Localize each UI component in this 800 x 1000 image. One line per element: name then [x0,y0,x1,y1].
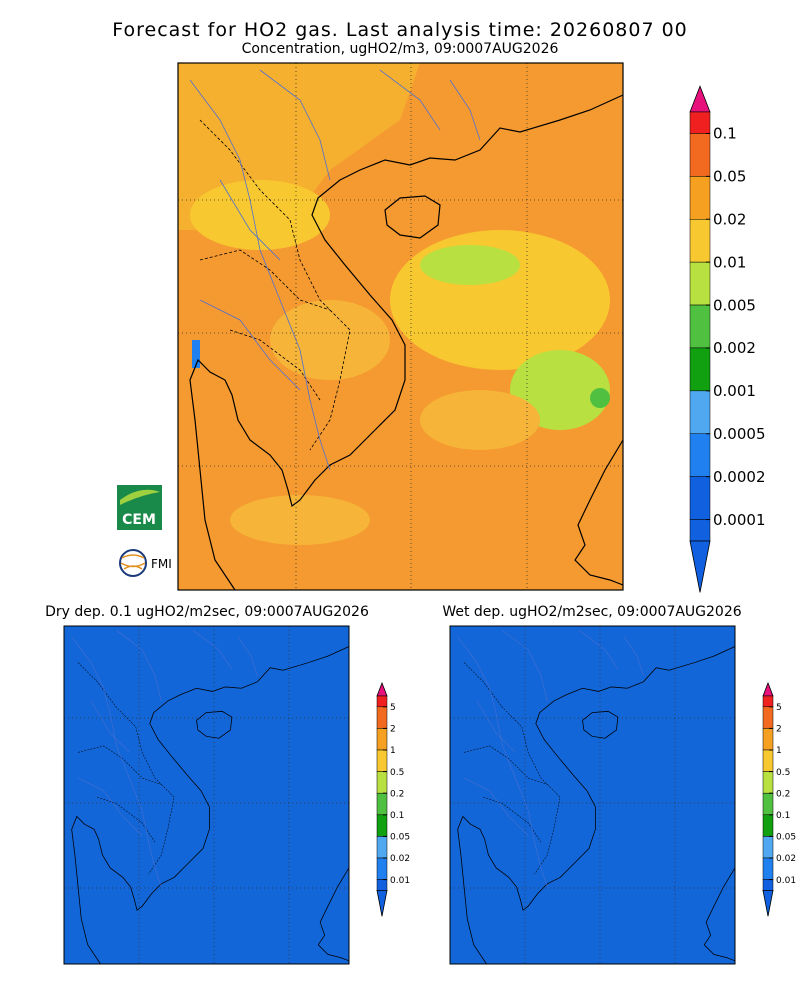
colorbar-segment [376,771,388,794]
colorbar-label: 0.5 [776,768,790,778]
cem-logo: CEM [117,485,162,530]
colorbar-segment [376,857,388,880]
colorbar-segment [376,728,388,751]
colorbar-segment [762,706,774,729]
colorbar-segment [376,749,388,772]
main-map [177,62,624,591]
colorbar-label: 0.1 [713,125,737,143]
colorbar-top-arrow [762,681,774,697]
colorbar-label: 0.02 [776,854,796,864]
title: Forecast for HO2 gas. Last analysis time… [112,19,688,41]
colorbar-label: 0.05 [390,833,410,843]
field-patch [192,340,200,368]
fmi-logo-circle [119,549,147,577]
colorbar-label: 1 [776,746,782,756]
fmi-logo: FMI [119,549,172,577]
colorbar-label: 5 [390,703,396,713]
colorbar-segment [376,814,388,837]
colorbar-segment [376,792,388,816]
colorbar-segment [762,749,774,772]
colorbar-segment [689,476,711,520]
colorbar-segment [376,706,388,729]
colorbar-label: 2 [776,725,782,735]
cem-logo-text: CEM [122,512,156,528]
colorbar-segment [762,857,774,880]
colorbar-top-arrow [376,681,388,697]
colorbar-label: 0.01 [713,253,746,271]
colorbar-segment [689,433,711,477]
colorbar-segment [689,261,711,306]
colorbar-segment [376,695,388,708]
map-frame [449,625,736,965]
subtitle: Concentration, ugHO2/m3, 09:0007AUG2026 [242,41,559,57]
colorbar-bottom-arrow [376,890,388,917]
fmi-logo-text: FMI [151,557,172,571]
grid-lines [450,626,735,964]
colorbar-label: 0.0001 [713,511,766,529]
colorbar-label: 0.0002 [713,468,766,486]
colorbar-label: 0.1 [390,811,404,821]
colorbar-label: 1 [390,746,396,756]
map-frame [177,62,624,591]
colorbar-label: 0.002 [713,339,756,357]
colorbar-bottom-arrow [689,540,711,593]
colorbar-segment [689,176,711,220]
colorbar-bottom-arrow [762,890,774,917]
panel-title: Dry dep. 0.1 ugHO2/m2sec, 09:0007AUG2026 [45,604,369,620]
colorbar-segment [689,390,711,435]
field-patch [590,388,610,408]
colorbar-segment [762,771,774,794]
colorbar-segment [689,111,711,134]
panel-title: Wet dep. ugHO2/m2sec, 09:0007AUG2026 [442,604,741,620]
panel-colorbar: 5 2 1 0.5 0.2 0.1 0.05 0.02 0.01 [376,681,410,917]
colorbar-label: 0.001 [713,382,756,400]
colorbar-label: 0.01 [390,876,410,886]
colorbar-segment [376,879,388,891]
colorbar-top-arrow [689,85,711,113]
fmi-logo-waves [120,554,146,570]
map-frame [63,625,350,965]
colorbar-segment [689,219,711,263]
field-patch [420,390,540,450]
field-patch [270,300,390,380]
colorbar-label: 5 [776,703,782,713]
colorbar-segment [689,133,711,177]
colorbar-label: 0.5 [390,768,404,778]
colorbar-label: 0.01 [776,876,796,886]
grid-lines [64,626,349,964]
colorbar-segment [376,836,388,859]
dry-dep-panel: Dry dep. 0.1 ugHO2/m2sec, 09:0007AUG2026 [45,604,369,965]
colorbar-segment [762,814,774,837]
colorbar-label: 0.02 [713,211,746,229]
colorbar-label: 0.1 [776,811,790,821]
colorbar-segment [762,836,774,859]
colorbar-label: 0.0005 [713,425,766,443]
colorbar-label: 0.005 [713,296,756,314]
main-colorbar: 0.1 0.05 0.02 0.01 0.005 0.002 0.001 0.0005 0.00… [689,85,766,593]
colorbar-label: 0.2 [776,789,790,799]
colorbar-label: 2 [390,725,396,735]
field-patch [230,495,370,545]
colorbar-segment [689,347,711,392]
colorbar-segment [762,879,774,891]
field-patch [420,245,520,285]
panel-colorbar: 5 2 1 0.5 0.2 0.1 0.05 0.02 0.01 [762,681,796,917]
wet-dep-panel: Wet dep. ugHO2/m2sec, 09:0007AUG2026 [442,604,742,965]
colorbar-label: 0.05 [713,168,746,186]
colorbar-segment [762,792,774,816]
colorbar-segment [762,728,774,751]
colorbar-label: 0.2 [390,789,404,799]
map-background [64,626,349,964]
colorbar-segment [762,695,774,708]
colorbar-segment [689,519,711,542]
cem-logo-swoosh [120,489,160,505]
map-background [450,626,735,964]
field-patch [190,180,330,250]
colorbar-label: 0.02 [390,854,410,864]
colorbar-segment [689,304,711,349]
colorbar-label: 0.05 [776,833,796,843]
